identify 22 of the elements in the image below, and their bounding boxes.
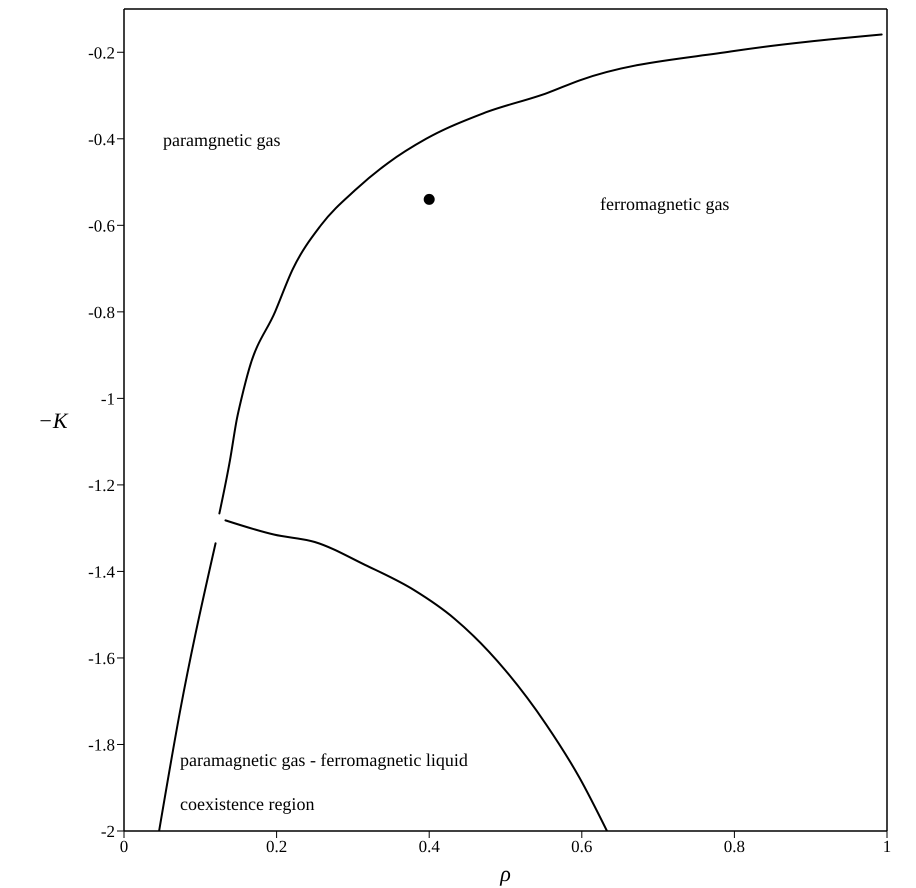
annotation: ferromagnetic gas — [600, 194, 730, 215]
y-tick-label: -0.8 — [88, 302, 115, 322]
x-tick-label: 1 — [882, 837, 892, 856]
y-tick-label: -1.2 — [88, 476, 115, 495]
y-tick-label: -1.4 — [88, 562, 116, 582]
annotation: coexistence region — [180, 794, 314, 815]
y-tick-label: -0.2 — [88, 43, 115, 62]
y-axis-title: −K — [38, 408, 69, 433]
y-tick-label: -0.4 — [88, 130, 116, 149]
annotation: paramagnetic gas - ferromagnetic liquid — [180, 750, 468, 771]
x-axis-title: ρ — [499, 861, 511, 886]
y-tick-label: -1.6 — [88, 648, 115, 668]
annotation: paramgnetic gas — [163, 130, 280, 151]
x-tick-label: 0.2 — [266, 837, 288, 856]
y-tick-label: -0.6 — [88, 216, 115, 236]
x-tick-label: 0.4 — [418, 837, 440, 856]
x-tick-label: 0.6 — [571, 837, 592, 856]
y-tick-label: -1 — [100, 389, 115, 408]
y-tick-label: -2 — [100, 822, 115, 842]
y-tick-label: -1.8 — [88, 736, 115, 755]
x-tick-label: 0.8 — [724, 837, 746, 856]
x-tick-label: 0 — [120, 837, 128, 856]
